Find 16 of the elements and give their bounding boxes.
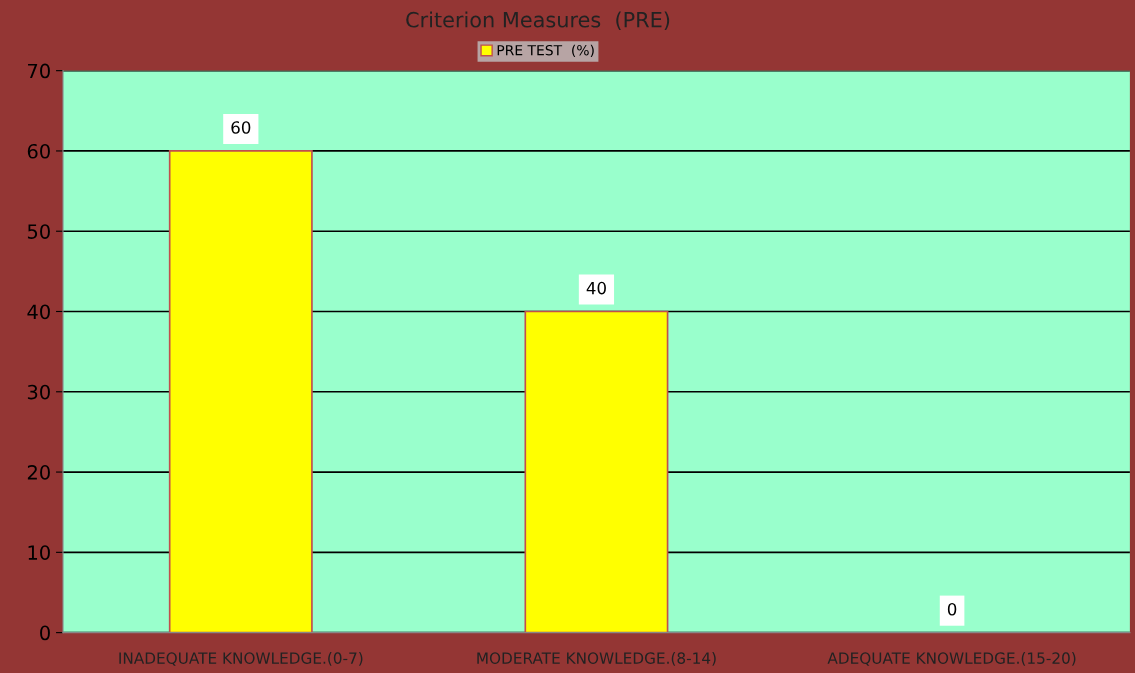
y-tick-label: 10 [28, 545, 50, 560]
y-tick-label: 50 [27, 224, 50, 239]
y-tick-label: 20 [27, 465, 50, 480]
chart-title: Criterion Measures (PRE) [406, 11, 670, 31]
y-tick-label: 70 [28, 63, 50, 79]
legend-label: PRE TEST (%) [497, 44, 594, 58]
data-label: 0 [947, 602, 957, 616]
x-tick-label: ADEQUATE KNOWLEDGE.(15-20) [827, 652, 1076, 666]
x-tick-label: MODERATE KNOWLEDGE.(8-14) [477, 652, 716, 666]
y-tick-label: 40 [27, 304, 50, 320]
data-label: 40 [586, 281, 606, 295]
x-tick-label: INADEQUATE KNOWLEDGE.(0-7) [119, 652, 363, 666]
y-tick-label: 30 [27, 384, 50, 400]
y-tick-label: 0 [40, 625, 50, 641]
y-tick-label: 60 [27, 143, 50, 159]
data-label: 60 [231, 121, 251, 134]
